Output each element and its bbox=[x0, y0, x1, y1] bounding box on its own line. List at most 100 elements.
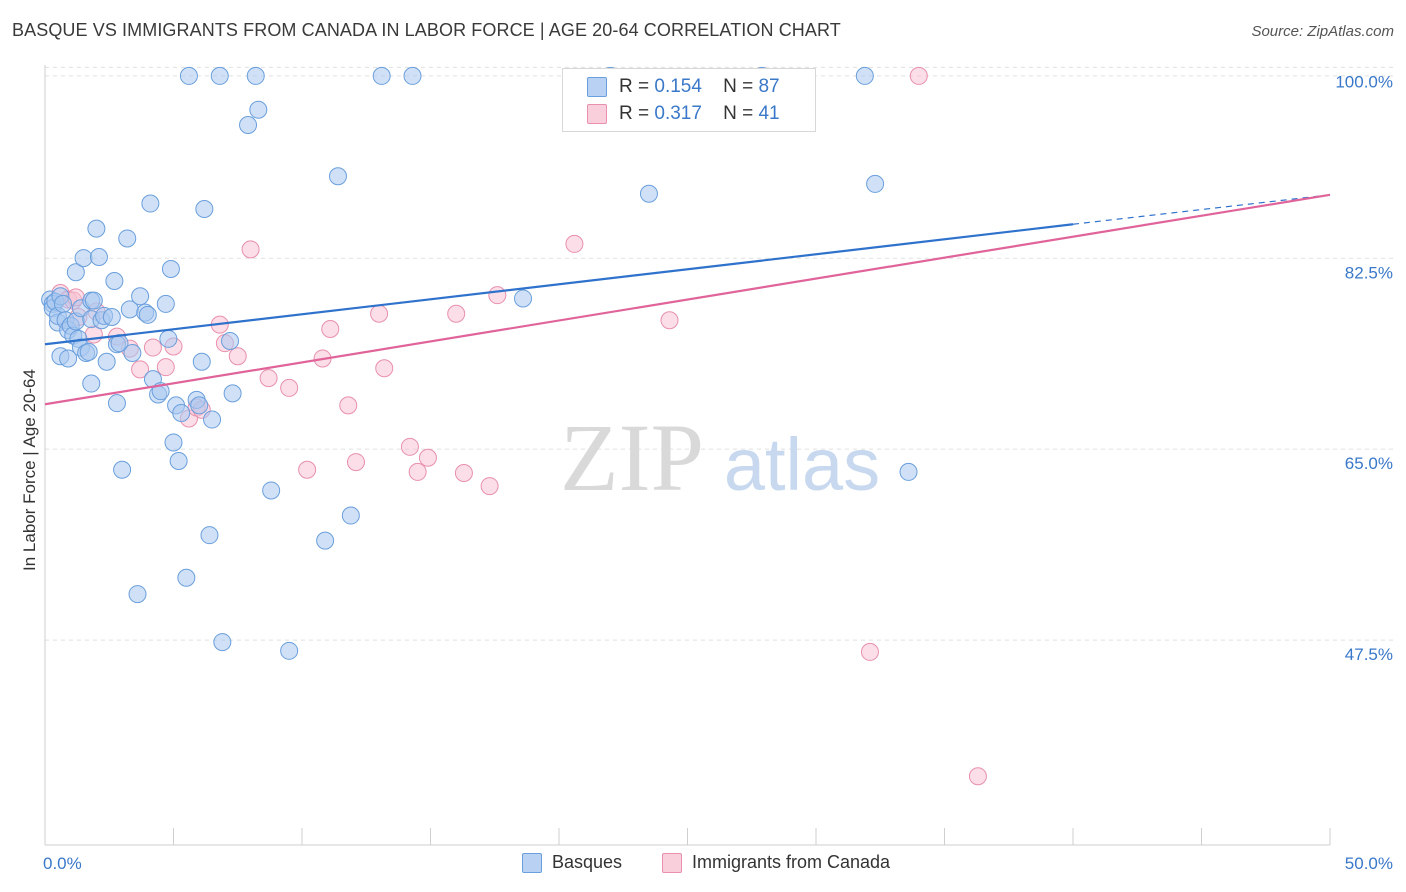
basques-swatch bbox=[522, 852, 542, 873]
basque-point bbox=[89, 248, 108, 266]
canada-point bbox=[280, 378, 299, 397]
canada-point bbox=[400, 437, 419, 456]
r-label: R = bbox=[619, 76, 650, 97]
basque-point bbox=[179, 66, 198, 85]
basque-point bbox=[105, 272, 124, 290]
r-value: 0.317 bbox=[654, 103, 702, 124]
n-label: N = bbox=[723, 103, 754, 124]
r-label: R = bbox=[619, 103, 650, 124]
basque-point bbox=[866, 174, 885, 193]
canada-point bbox=[131, 360, 150, 379]
canada-point bbox=[660, 311, 679, 330]
canada-point bbox=[241, 240, 260, 259]
x-tick-label: 50.0% bbox=[1345, 854, 1393, 873]
basque-point bbox=[239, 116, 258, 134]
watermark-atlas: atlas bbox=[724, 423, 880, 506]
canada-point bbox=[480, 477, 499, 496]
basque-point bbox=[159, 329, 178, 348]
axes bbox=[44, 65, 1331, 846]
n-value: 87 bbox=[758, 76, 780, 97]
watermark-zip: ZIP bbox=[560, 404, 704, 511]
canada-point bbox=[488, 286, 507, 305]
basque-point bbox=[200, 526, 219, 545]
basque-point bbox=[79, 342, 98, 361]
y-tick-label: 47.5% bbox=[1345, 645, 1393, 664]
legend-item-basques: Basques bbox=[522, 852, 622, 873]
basque-point bbox=[403, 66, 422, 85]
canada-point bbox=[346, 453, 365, 472]
basque-point bbox=[177, 568, 196, 587]
basque-point bbox=[138, 305, 157, 324]
basque-point bbox=[102, 308, 121, 326]
basque-point bbox=[169, 452, 188, 470]
basque-point bbox=[164, 433, 183, 452]
basques-trend-extension bbox=[1072, 194, 1331, 225]
basque-point bbox=[123, 344, 142, 362]
basque-point bbox=[107, 394, 126, 413]
canada-point bbox=[228, 347, 247, 366]
basque-point bbox=[82, 374, 101, 393]
basque-point bbox=[899, 462, 918, 481]
canada-point bbox=[156, 358, 175, 377]
canada-point bbox=[375, 359, 394, 378]
n-label: N = bbox=[723, 76, 754, 97]
basque-point bbox=[97, 352, 116, 371]
canada-point bbox=[968, 767, 987, 786]
basque-point bbox=[223, 384, 242, 403]
basque-point bbox=[280, 641, 299, 660]
canada-point bbox=[909, 66, 928, 85]
basque-point bbox=[195, 200, 214, 218]
canada-point bbox=[860, 642, 879, 661]
basque-point bbox=[262, 481, 281, 500]
basque-point bbox=[87, 219, 106, 238]
basque-point bbox=[639, 184, 658, 203]
basque-point bbox=[161, 260, 180, 278]
basque-point bbox=[246, 66, 265, 85]
basque-point bbox=[113, 460, 132, 479]
basque-point bbox=[131, 287, 150, 306]
canada-swatch bbox=[662, 852, 682, 873]
basque-point bbox=[190, 396, 209, 415]
legend-label-basques: Basques bbox=[552, 852, 623, 872]
correlation-legend: R = 0.154 N = 87 R = 0.317 N = 41 bbox=[562, 68, 816, 132]
source-label: Source: ZipAtlas.com bbox=[1251, 23, 1394, 40]
basque-point bbox=[341, 506, 360, 525]
canada-point bbox=[370, 304, 389, 323]
basque-point bbox=[221, 332, 240, 350]
canada-swatch bbox=[587, 104, 607, 124]
canada-point bbox=[259, 369, 278, 388]
n-value: 41 bbox=[758, 103, 780, 124]
basque-point bbox=[203, 410, 222, 429]
basque-point bbox=[372, 66, 391, 85]
basque-point bbox=[192, 352, 211, 371]
watermark: ZIP atlas bbox=[560, 404, 880, 511]
canada-point bbox=[447, 304, 466, 323]
basque-point bbox=[74, 249, 93, 268]
basque-point bbox=[118, 229, 137, 248]
basque-point bbox=[156, 294, 175, 313]
basque-point bbox=[59, 349, 78, 368]
legend-label-canada: Immigrants from Canada bbox=[692, 852, 891, 872]
grid-lines bbox=[45, 66, 1395, 641]
series-basques-points bbox=[41, 66, 918, 660]
basque-point bbox=[128, 585, 147, 604]
basques-swatch bbox=[587, 77, 607, 97]
legend-item-canada: Immigrants from Canada bbox=[662, 852, 890, 873]
canada-point bbox=[454, 464, 473, 482]
canada-point bbox=[143, 338, 162, 357]
canada-point bbox=[298, 460, 317, 479]
basque-point bbox=[249, 100, 268, 119]
canada-point bbox=[418, 448, 437, 467]
canada-point bbox=[321, 320, 340, 338]
basque-point bbox=[514, 289, 533, 308]
y-tick-label: 65.0% bbox=[1345, 454, 1393, 473]
basque-point bbox=[316, 531, 335, 550]
canada-point bbox=[339, 396, 358, 415]
r-value: 0.154 bbox=[654, 76, 702, 97]
series-legend: Basques Immigrants from Canada bbox=[0, 852, 1406, 878]
x-tick-label: 0.0% bbox=[43, 854, 82, 873]
basque-point bbox=[172, 404, 191, 422]
trend-lines bbox=[44, 193, 1331, 406]
canada-point bbox=[408, 462, 427, 481]
